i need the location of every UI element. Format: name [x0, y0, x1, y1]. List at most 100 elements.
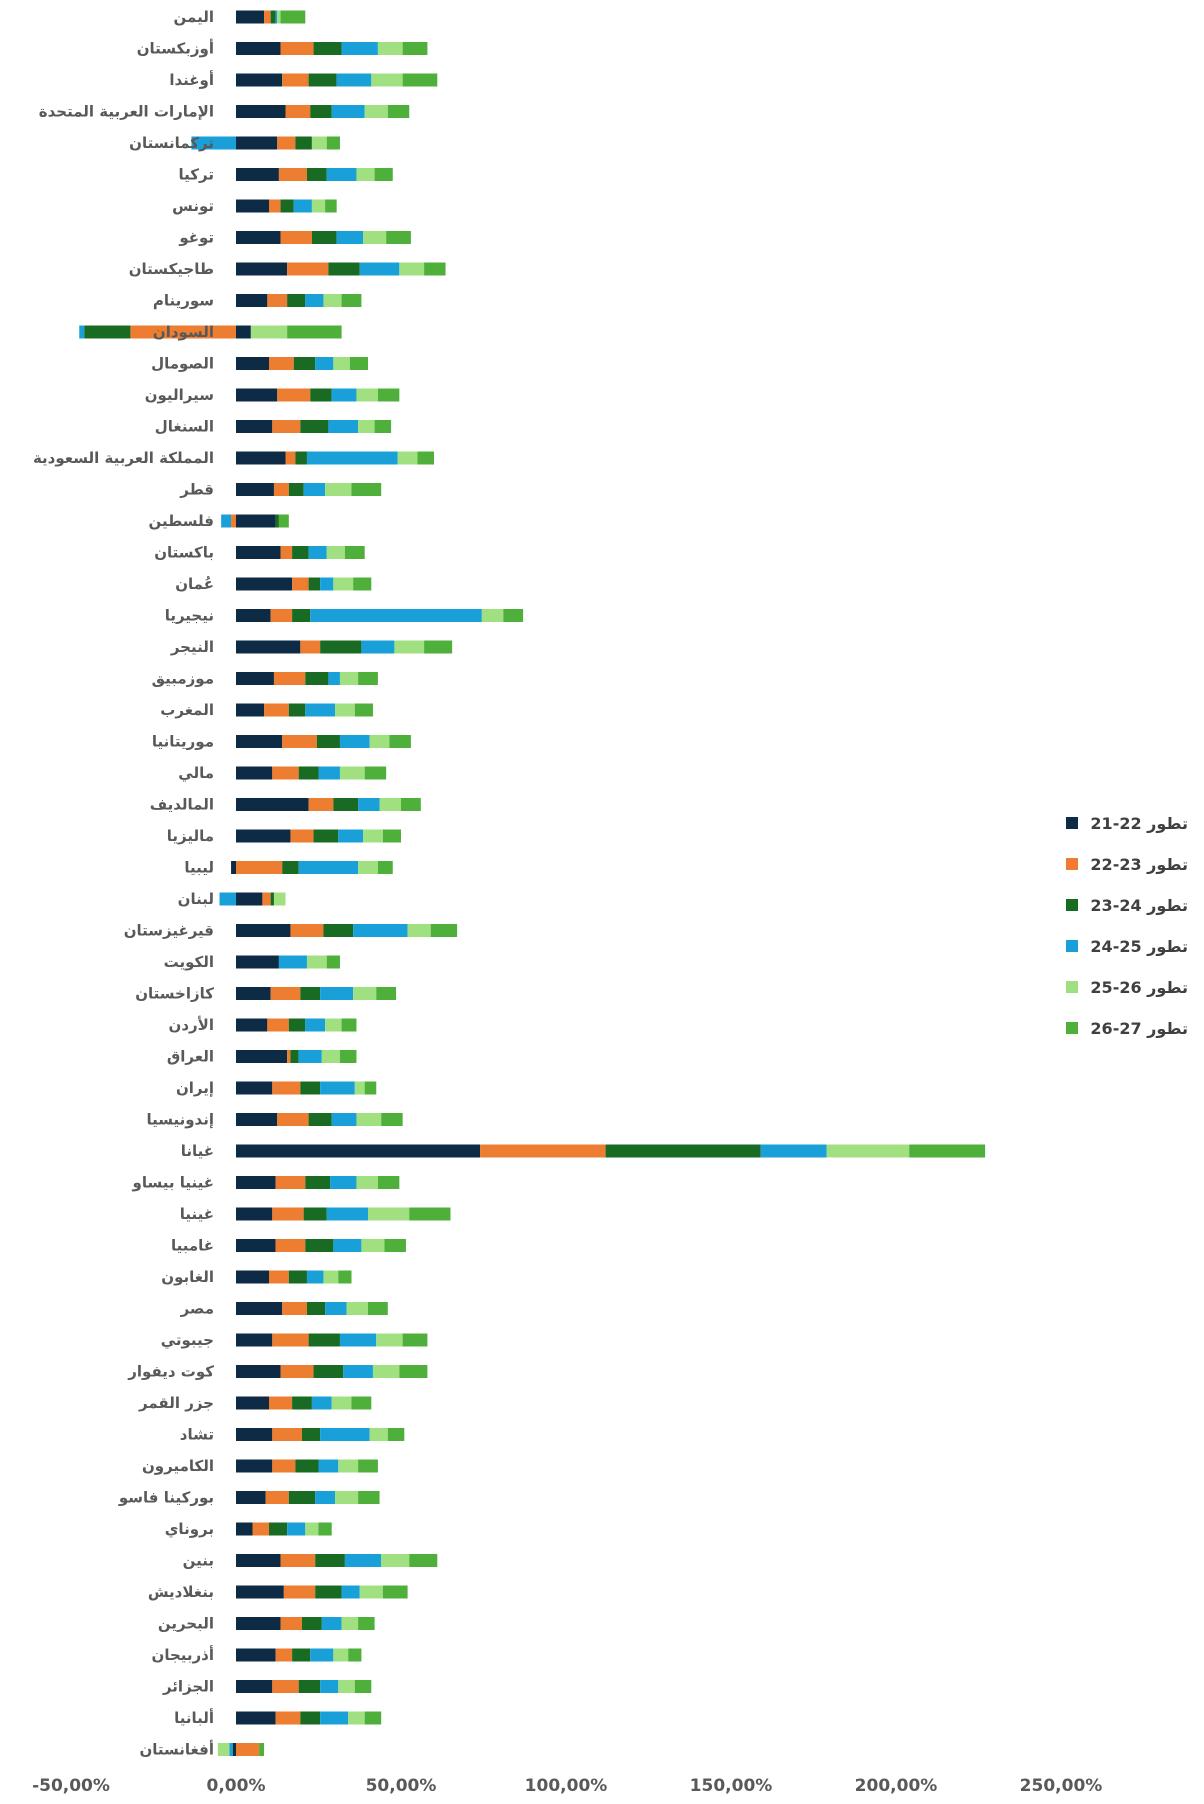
bar-segment-4-row-7: [293, 199, 312, 213]
bar-segment-3-row-27: [313, 829, 339, 843]
bar-segment-1-row-52: [236, 1617, 281, 1630]
bar-segment-6-row-15: [417, 451, 434, 465]
category-label: قطر: [179, 481, 214, 499]
bar-segment-6-row-19: [353, 577, 372, 591]
category-label: العراق: [167, 1048, 214, 1066]
bar-segment-5-row-42: [346, 1302, 368, 1315]
bar-segment-4-row-47: [318, 1459, 339, 1473]
category-label: المغرب: [160, 701, 214, 719]
legend-swatch: [1066, 1022, 1078, 1034]
bar-segment-5-row-33: [325, 1018, 342, 1032]
category-label: مصر: [180, 1300, 214, 1318]
bar-segment-3-row-8: [311, 231, 337, 244]
bar-segment-1-row-42: [236, 1302, 283, 1315]
bar-segment-4-row-3: [336, 73, 372, 87]
bar-segment-3-row-13: [310, 388, 332, 402]
bar-segment-2-row-24: [282, 735, 317, 748]
bar-segment-5-row-11: [250, 325, 288, 339]
category-label: أذربيجان: [152, 1645, 214, 1664]
legend-label: تطور 22-21: [1090, 814, 1188, 833]
category-label: سيراليون: [145, 386, 214, 404]
bar-segment-1-row-36: [236, 1113, 278, 1126]
bar-segment-5-row-2: [377, 42, 403, 55]
bar-segment-1-row-3: [236, 73, 283, 87]
category-label: جزر القمر: [138, 1394, 214, 1412]
category-label: موزمبيق: [152, 670, 214, 688]
bar-segment-4-row-49: [287, 1522, 306, 1536]
bar-segment-5-row-9: [399, 262, 425, 276]
bar-segment-5-row-6: [356, 168, 375, 181]
bar-segment-1-row-9: [236, 262, 288, 276]
category-label: ماليزيا: [167, 827, 214, 845]
bar-segment-1-row-28: [231, 861, 236, 874]
bar-segment-1-row-6: [236, 168, 279, 181]
bar-segment-5-row-48: [335, 1491, 359, 1504]
bar-segment-1-row-1: [236, 10, 265, 24]
bar-segment-5-row-18: [326, 546, 345, 559]
bar-segment-4-row-19: [320, 577, 334, 591]
bar-segment-1-row-15: [236, 451, 286, 465]
category-label: أفغانستان: [139, 1740, 214, 1759]
legend-swatch: [1066, 981, 1078, 993]
bar-segment-3-row-36: [308, 1113, 332, 1126]
bar-segment-1-row-8: [236, 231, 281, 244]
bar-segment-2-row-39: [272, 1207, 304, 1221]
category-label: الغابون: [161, 1268, 214, 1286]
category-label: غيانا: [181, 1142, 214, 1160]
bar-segment-2-row-14: [272, 420, 301, 433]
bar-segment-3-row-12: [293, 357, 316, 370]
bar-segment-4-row-32: [320, 987, 354, 1000]
bar-segment-3-row-20: [292, 609, 311, 622]
bar-segment-2-row-6: [278, 168, 307, 181]
bar-segment-1-row-54: [236, 1680, 273, 1693]
x-tick-label: 100,00%: [525, 1776, 608, 1796]
bar-segment-3-row-11: [84, 325, 131, 339]
bars-layer: [79, 10, 986, 1756]
bar-segment-2-row-26: [308, 798, 334, 811]
category-label: اليمن: [174, 8, 214, 26]
bar-segment-2-row-46: [272, 1428, 302, 1441]
bar-segment-2-row-18: [280, 546, 293, 559]
bar-segment-5-row-51: [359, 1585, 383, 1599]
bar-segment-5-row-16: [325, 483, 352, 496]
bar-segment-6-row-39: [409, 1207, 451, 1221]
category-label: أوزبكستان: [137, 39, 214, 58]
category-label: غينيا بيساو: [132, 1174, 214, 1192]
bar-segment-4-row-42: [325, 1302, 347, 1315]
bar-segment-4-row-6: [326, 168, 357, 181]
bar-segment-6-row-22: [358, 672, 378, 685]
bar-segment-5-row-3: [371, 73, 403, 87]
bar-segment-6-row-53: [348, 1648, 362, 1662]
bar-segment-2-row-16: [273, 483, 289, 496]
category-label: باكستان: [154, 544, 214, 562]
bar-segment-3-row-7: [280, 199, 294, 213]
bar-segment-3-row-43: [308, 1333, 340, 1347]
bar-segment-1-row-26: [236, 798, 309, 811]
bar-segment-2-row-9: [287, 262, 329, 276]
category-label: الأردن: [169, 1016, 214, 1034]
bar-segment-5-row-41: [323, 1270, 339, 1284]
bar-segment-3-row-49: [269, 1522, 288, 1536]
bar-segment-3-row-14: [300, 420, 329, 433]
bar-segment-5-row-43: [376, 1333, 403, 1347]
bar-segment-3-row-23: [288, 703, 306, 717]
bar-segment-4-row-13: [331, 388, 357, 402]
bar-segment-6-row-10: [341, 294, 362, 307]
category-label: سورينام: [153, 292, 214, 310]
bar-segment-6-row-30: [430, 924, 458, 937]
bar-segment-1-row-37: [236, 1144, 481, 1158]
bar-segment-5-row-46: [369, 1428, 388, 1441]
category-label: قيرغيزستان: [124, 922, 214, 940]
bar-segment-3-row-41: [288, 1270, 307, 1284]
bar-segment-6-row-27: [382, 829, 401, 843]
bar-segment-4-row-44: [343, 1365, 373, 1378]
bar-segment-2-row-34: [287, 1050, 291, 1063]
bar-segment-2-row-48: [265, 1491, 289, 1504]
bar-segment-6-row-35: [364, 1081, 377, 1095]
bar-segment-4-row-20: [310, 609, 482, 622]
bar-segment-4-row-55: [320, 1711, 349, 1725]
bar-segment-4-row-21: [361, 640, 395, 654]
x-tick-label: -50,00%: [32, 1776, 110, 1796]
bar-segment-5-row-25: [339, 766, 365, 780]
bar-segment-2-row-45: [269, 1396, 293, 1410]
